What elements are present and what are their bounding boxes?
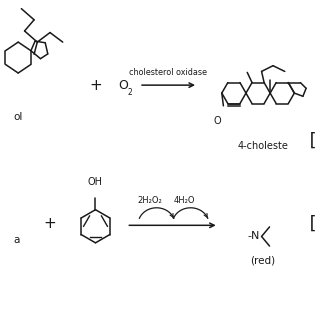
Text: 2: 2 [128, 88, 132, 97]
Text: cholesterol oxidase: cholesterol oxidase [129, 68, 207, 77]
Text: (red): (red) [251, 255, 276, 265]
Text: O: O [214, 116, 221, 126]
Text: ol: ol [13, 112, 23, 122]
Text: a: a [13, 235, 20, 245]
Text: +: + [90, 78, 102, 92]
Text: 4H₂O: 4H₂O [173, 196, 195, 204]
Text: 2H₂O₂: 2H₂O₂ [137, 196, 162, 204]
Text: 4-choleste: 4-choleste [238, 141, 289, 151]
Text: [: [ [307, 132, 318, 150]
Text: OH: OH [87, 177, 102, 187]
Text: +: + [44, 216, 56, 231]
Text: -N: -N [247, 231, 260, 242]
Text: O: O [118, 79, 128, 92]
Text: [: [ [307, 215, 318, 233]
